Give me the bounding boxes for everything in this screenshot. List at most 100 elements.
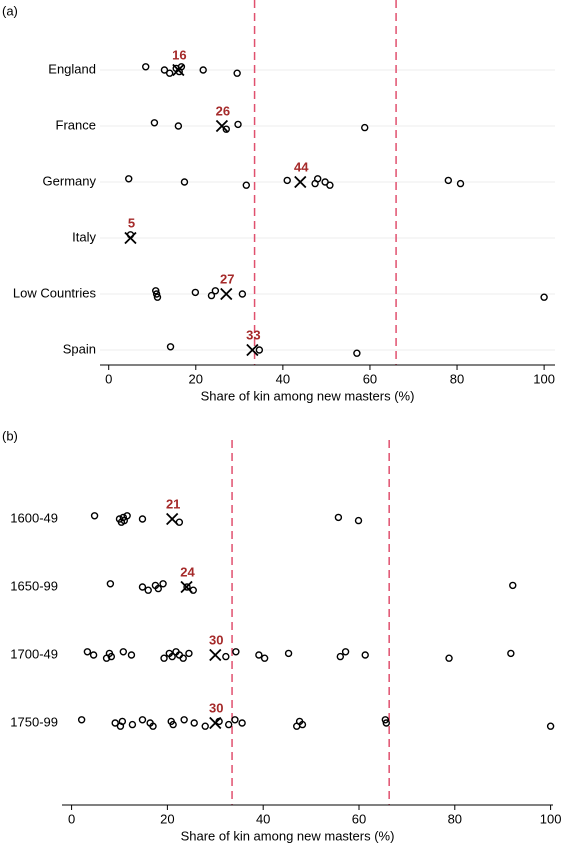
- mean-label: 21: [166, 496, 180, 511]
- data-point: [77, 716, 86, 724]
- data-point: [90, 512, 99, 520]
- data-point: [233, 69, 241, 77]
- mean-marker: [294, 175, 307, 189]
- data-point: [180, 716, 188, 724]
- data-point: [199, 66, 207, 74]
- data-point: [238, 290, 247, 298]
- data-point: [225, 720, 233, 729]
- mean-label: 30: [209, 632, 223, 647]
- data-point: [174, 122, 183, 130]
- x-tick-label: 60: [363, 371, 377, 386]
- data-point: [152, 287, 160, 295]
- data-point: [138, 583, 147, 591]
- y-tick-label: 1600-49: [10, 510, 58, 525]
- data-point: [242, 181, 250, 189]
- data-point: [123, 512, 131, 520]
- x-tick-label: 60: [352, 811, 366, 826]
- data-point: [361, 651, 369, 659]
- mean-label: 30: [209, 700, 223, 715]
- x-tick-label: 40: [256, 811, 270, 826]
- x-tick-label: 0: [105, 371, 112, 386]
- x-tick-label: 80: [448, 811, 462, 826]
- data-point: [341, 648, 350, 656]
- mean-label: 24: [180, 564, 195, 579]
- data-point: [382, 719, 390, 727]
- data-point: [89, 651, 98, 659]
- x-tick-label: 20: [189, 371, 203, 386]
- mean-marker: [220, 287, 233, 301]
- panel-label: (b): [2, 428, 18, 443]
- data-point: [179, 654, 187, 662]
- data-point: [284, 649, 293, 658]
- mean-marker: [209, 716, 222, 730]
- data-point: [119, 648, 128, 656]
- data-point: [128, 720, 137, 729]
- mean-label: 16: [172, 47, 186, 62]
- data-point: [255, 651, 263, 659]
- mean-label: 33: [246, 327, 260, 342]
- data-point: [165, 69, 174, 77]
- data-point: [238, 719, 246, 727]
- data-point: [509, 581, 517, 590]
- data-point: [138, 515, 147, 523]
- data-point: [314, 175, 322, 183]
- y-tick-label: Spain: [63, 341, 96, 356]
- data-point: [118, 717, 127, 726]
- mean-marker: [209, 648, 222, 662]
- x-tick-label: 40: [276, 371, 290, 386]
- data-point: [201, 722, 209, 730]
- data-point: [546, 722, 555, 730]
- data-point: [445, 654, 453, 662]
- data-point: [231, 716, 239, 724]
- mean-marker: [172, 63, 185, 77]
- mean-marker: [215, 119, 229, 133]
- data-point: [260, 654, 269, 662]
- data-point: [168, 652, 176, 661]
- data-point: [353, 349, 361, 357]
- data-point: [166, 343, 175, 351]
- data-point: [144, 586, 152, 594]
- x-axis-title: Share of kin among new masters (%): [181, 828, 395, 843]
- data-point: [354, 516, 363, 525]
- y-tick-label: Germany: [43, 173, 97, 188]
- data-point: [222, 652, 230, 661]
- y-tick-label: England: [48, 61, 96, 76]
- data-point: [125, 175, 133, 183]
- y-tick-label: 1750-99: [10, 714, 58, 729]
- data-point: [149, 722, 157, 730]
- data-point: [138, 716, 147, 724]
- data-point: [127, 651, 136, 659]
- data-point: [169, 720, 177, 729]
- data-point: [153, 293, 162, 301]
- data-point: [255, 346, 264, 354]
- data-point: [334, 513, 343, 522]
- data-point: [177, 63, 186, 71]
- data-point: [191, 288, 200, 297]
- y-tick-label: Italy: [72, 229, 96, 244]
- x-tick-label: 100: [533, 371, 555, 386]
- x-tick-label: 20: [160, 811, 174, 826]
- data-point: [456, 179, 465, 188]
- mean-marker: [166, 512, 179, 526]
- x-tick-label: 100: [540, 811, 562, 826]
- mean-label: 27: [220, 271, 234, 286]
- data-point: [142, 63, 150, 71]
- mean-marker: [124, 231, 137, 245]
- data-point: [180, 178, 189, 186]
- data-point: [444, 176, 453, 185]
- data-point: [381, 716, 390, 724]
- data-point: [190, 719, 198, 727]
- panel-label: (a): [2, 3, 18, 18]
- y-tick-label: 1700-49: [10, 646, 58, 661]
- data-point: [183, 583, 191, 591]
- data-point: [160, 66, 169, 74]
- data-point: [106, 580, 115, 588]
- x-tick-label: 0: [68, 811, 75, 826]
- data-point: [298, 720, 307, 729]
- data-point: [232, 648, 240, 656]
- data-point: [150, 119, 159, 127]
- data-point: [185, 649, 193, 658]
- data-point: [119, 513, 128, 522]
- mean-label: 5: [128, 215, 135, 230]
